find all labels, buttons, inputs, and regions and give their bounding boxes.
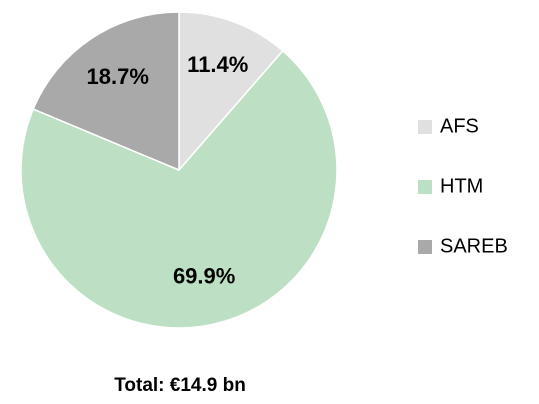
pie-slice <box>20 49 338 329</box>
legend-label: AFS <box>440 115 479 137</box>
legend-label: HTM <box>440 175 483 197</box>
legend-swatch <box>418 180 432 194</box>
legend-swatch <box>418 120 432 134</box>
legend-swatch <box>418 240 432 254</box>
pie-slice <box>178 11 284 173</box>
slice-label: 69.9% <box>173 264 235 289</box>
pie-slice <box>32 11 180 172</box>
slice-label: 18.7% <box>87 64 149 89</box>
total-annotation: Total: €14.9 bn <box>114 375 246 396</box>
slice-label: 11.4% <box>187 52 248 77</box>
legend-label: SAREB <box>440 235 508 257</box>
